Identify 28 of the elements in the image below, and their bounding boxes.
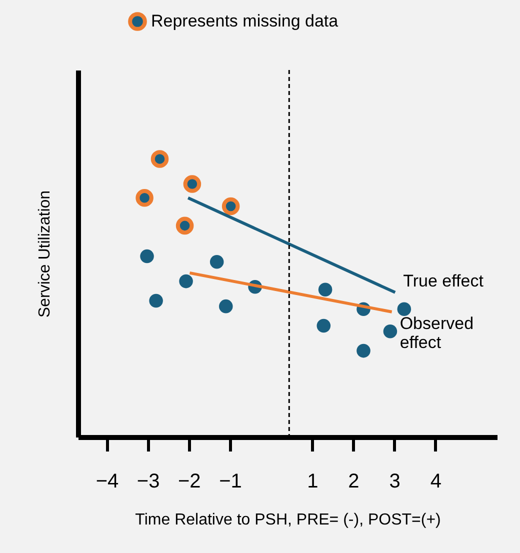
x-tick-label: 2 xyxy=(348,470,360,492)
x-tick-label: 3 xyxy=(389,470,400,492)
series-label: Observed effect xyxy=(400,314,474,352)
x-tick-label: 1 xyxy=(307,470,318,492)
x-axis-title: Time Relative to PSH, PRE= (-), POST=(+) xyxy=(135,512,441,528)
point xyxy=(222,197,240,216)
y-axis-title: Service Utilization xyxy=(36,190,54,318)
point xyxy=(183,175,202,193)
point xyxy=(179,274,193,288)
x-tick-label: −4 xyxy=(96,470,119,492)
x-tick-label: −1 xyxy=(219,470,242,492)
series-label: True effect xyxy=(403,271,484,290)
x-tick-label: −3 xyxy=(136,470,160,492)
x-tick-label: −2 xyxy=(178,470,201,492)
point xyxy=(397,302,412,316)
point xyxy=(136,189,154,207)
point xyxy=(176,216,194,235)
point xyxy=(210,254,224,269)
point xyxy=(149,294,163,308)
point xyxy=(150,150,169,168)
point xyxy=(218,299,233,314)
point xyxy=(356,344,370,358)
x-tick-label: 4 xyxy=(430,470,442,492)
point xyxy=(140,249,154,264)
point xyxy=(383,324,398,338)
point xyxy=(318,282,332,297)
point xyxy=(316,318,331,333)
legend-label: Represents missing data xyxy=(151,12,339,30)
